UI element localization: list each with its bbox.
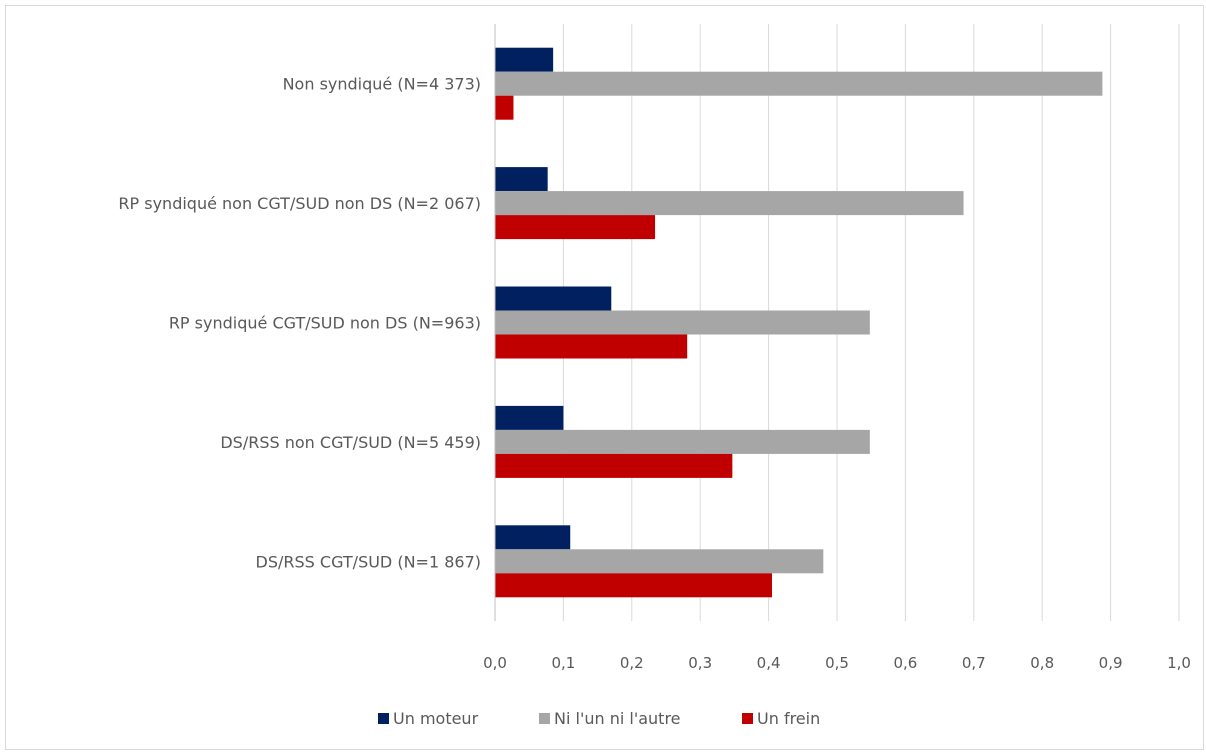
category-label: DS/RSS CGT/SUD (N=1 867) — [256, 552, 481, 571]
legend-label: Ni l'un ni l'autre — [554, 709, 681, 728]
x-tick-label: 0,4 — [757, 654, 781, 672]
category-label: RP syndiqué CGT/SUD non DS (N=963) — [169, 314, 481, 333]
x-tick-label: 0,2 — [620, 654, 644, 672]
legend-swatch — [378, 713, 389, 724]
bar-un-moteur-1 — [495, 167, 548, 192]
category-labels: Non syndiqué (N=4 373) RP syndiqué non CG… — [118, 75, 481, 572]
bar-ni-l-un-ni-l-autre-2 — [495, 310, 870, 335]
legend-swatch — [539, 713, 550, 724]
bar-un-frein-3 — [495, 453, 733, 478]
x-tick-label: 0,7 — [962, 654, 986, 672]
bar-un-frein-2 — [495, 334, 688, 359]
bar-un-moteur-4 — [495, 525, 571, 550]
chart-frame: Non syndiqué (N=4 373) RP syndiqué non CG… — [5, 5, 1204, 750]
bar-chart: Non syndiqué (N=4 373) RP syndiqué non CG… — [118, 24, 1191, 728]
x-tick-label: 0,9 — [1099, 654, 1123, 672]
category-label: Non syndiqué (N=4 373) — [283, 75, 481, 94]
bar-un-moteur-2 — [495, 286, 612, 311]
bar-un-moteur-3 — [495, 405, 564, 430]
bar-ni-l-un-ni-l-autre-4 — [495, 549, 824, 574]
x-tick-label: 0,1 — [551, 654, 575, 672]
legend: Un moteur Ni l'un ni l'autre Un frein — [378, 709, 820, 728]
bar-un-frein-4 — [495, 573, 773, 598]
x-tick-label: 0,3 — [688, 654, 712, 672]
x-tick-label: 0,0 — [483, 654, 507, 672]
category-label: RP syndiqué non CGT/SUD non DS (N=2 067) — [118, 194, 481, 213]
bar-un-moteur-0 — [495, 47, 554, 72]
x-tick-label: 0,8 — [1030, 654, 1054, 672]
legend-label: Un moteur — [393, 709, 479, 728]
x-tick-label: 0,5 — [825, 654, 849, 672]
legend-label: Un frein — [757, 709, 820, 728]
bars — [495, 47, 1103, 598]
tick-labels: 0,0 0,1 0,2 0,3 0,4 0,5 0,6 0,7 0,8 0,9 1,0 — [483, 654, 1191, 672]
bar-un-frein-0 — [495, 95, 514, 120]
bar-ni-l-un-ni-l-autre-0 — [495, 71, 1103, 96]
category-label: DS/RSS non CGT/SUD (N=5 459) — [220, 433, 481, 452]
x-tick-label: 1,0 — [1167, 654, 1191, 672]
bar-ni-l-un-ni-l-autre-3 — [495, 429, 870, 454]
bar-un-frein-1 — [495, 215, 656, 240]
x-tick-label: 0,6 — [893, 654, 917, 672]
legend-swatch — [742, 713, 753, 724]
bar-ni-l-un-ni-l-autre-1 — [495, 191, 964, 216]
